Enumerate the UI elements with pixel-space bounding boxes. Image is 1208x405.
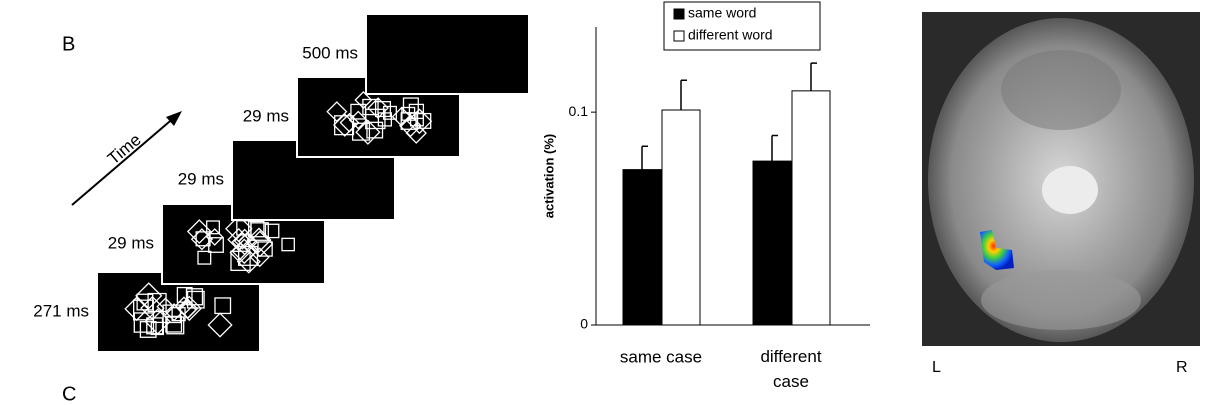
mask-square — [350, 103, 367, 120]
y-tick-label: 0.1 — [569, 103, 589, 119]
mask-square — [248, 220, 265, 238]
mask-square — [165, 315, 183, 333]
mask-diamond — [326, 101, 348, 123]
mask — [124, 282, 233, 338]
y-tick-label: 0 — [580, 316, 588, 332]
mask-diamond — [178, 300, 197, 320]
mask-diamond — [406, 108, 433, 135]
bar — [791, 90, 831, 326]
brain-right-label: R — [1176, 359, 1188, 376]
mask-diamond — [227, 228, 251, 252]
error-bar — [810, 62, 817, 91]
y-axis-label: activation (%) — [541, 134, 556, 219]
legend-swatch — [673, 30, 685, 42]
mask-square — [206, 220, 221, 235]
x-tick-label: same case — [620, 347, 702, 366]
legend-label: different word — [688, 27, 773, 43]
frame-word: RADIO — [282, 168, 345, 190]
mask-square — [408, 103, 425, 120]
error-bar — [680, 79, 687, 111]
mask-square — [382, 105, 397, 120]
stimulus-sequence: 271 ms 29 ms 29 ms RADIO 29 ms 500 ms radio — [33, 13, 530, 353]
frame-duration: 29 ms — [108, 233, 154, 252]
stimulus-frame — [365, 13, 530, 95]
mask-square — [362, 98, 379, 116]
mask — [326, 90, 433, 145]
mask-diamond — [176, 295, 202, 322]
legend-label: same word — [688, 5, 756, 21]
mask-diamond — [207, 312, 233, 338]
panel-label: B — [62, 33, 75, 55]
mask-square — [186, 290, 205, 309]
mask-diamond — [190, 228, 214, 251]
mask-square — [257, 241, 273, 257]
mask-diamond — [205, 228, 224, 246]
legend-box — [663, 1, 821, 51]
bar-chart: 0 0.1 activation (%) same case different case… — [541, 1, 870, 391]
mask-square — [281, 237, 295, 252]
mask-square — [230, 250, 251, 272]
mask-diamond — [236, 249, 261, 274]
mask-diamond — [231, 228, 259, 256]
mask-diamond — [225, 214, 253, 243]
frame-duration: 500 ms — [302, 43, 358, 62]
mask-square — [166, 316, 185, 335]
mask-diamond — [348, 110, 368, 130]
mask-square — [147, 292, 167, 313]
mask-square — [208, 237, 224, 253]
mask-square — [195, 231, 211, 247]
mask-square — [250, 222, 269, 241]
mask-square — [264, 223, 280, 239]
frame-duration: 29 ms — [178, 169, 224, 188]
panel-label: C — [62, 383, 76, 405]
mask-diamond — [355, 119, 381, 145]
mask-square — [351, 122, 371, 141]
bar — [661, 109, 701, 326]
time-label: Time — [104, 130, 145, 168]
mask-square — [214, 297, 232, 315]
frame-word: radio — [443, 42, 487, 64]
frame-duration: 271 ms — [33, 301, 89, 320]
mask-diamond — [140, 295, 165, 321]
frame-duration: 29 ms — [243, 106, 289, 125]
stimulus-frame — [96, 271, 261, 353]
error-bar — [641, 145, 648, 170]
mask-square — [150, 321, 165, 336]
brain-left-label: L — [932, 359, 941, 376]
error-bar — [771, 134, 778, 162]
mask-square — [133, 312, 155, 333]
bar — [752, 160, 792, 326]
mask-square — [176, 286, 193, 303]
mask-square — [400, 112, 419, 130]
mask-square — [136, 293, 154, 311]
legend-swatch — [673, 8, 685, 20]
x-tick-label: different case — [760, 347, 821, 391]
mask-square — [139, 321, 157, 338]
mask-square — [197, 250, 212, 265]
brain-image — [922, 12, 1200, 346]
mask-square — [185, 288, 204, 306]
mask-square — [366, 121, 384, 139]
time-arrow — [71, 111, 182, 206]
bar — [622, 169, 662, 326]
